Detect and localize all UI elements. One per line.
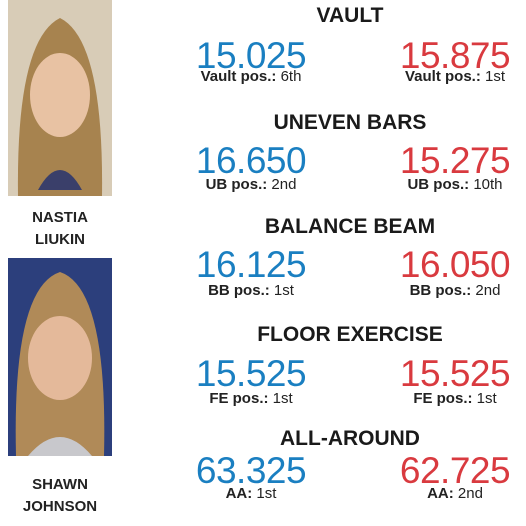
position-value: 1st	[477, 390, 497, 407]
position-value: 1st	[485, 68, 505, 85]
score: 16.050	[370, 247, 526, 283]
photo-liukin	[8, 0, 112, 196]
score: 62.725	[370, 453, 526, 489]
position-value: 2nd	[271, 176, 296, 193]
event-title: BALANCE BEAM	[180, 215, 520, 239]
position-label: BB pos.:	[208, 282, 270, 299]
score: 15.525	[370, 356, 526, 392]
position-value: 6th	[281, 68, 302, 85]
name-line: JOHNSON	[0, 496, 120, 518]
position-label: UB pos.:	[407, 176, 469, 193]
position-label: UB pos.:	[206, 176, 268, 193]
position-label: AA:	[226, 485, 253, 502]
name-line: NASTIA	[0, 207, 120, 229]
score: 16.650	[166, 143, 336, 179]
score: 15.275	[370, 143, 526, 179]
position-label: FE pos.:	[413, 390, 472, 407]
position-label: Vault pos.:	[201, 68, 277, 85]
name-line: SHAWN	[0, 474, 120, 496]
score: 63.325	[166, 453, 336, 489]
athlete-name: SHAWN JOHNSON	[0, 474, 120, 518]
position-label: Vault pos.:	[405, 68, 481, 85]
athlete-name: NASTIA LIUKIN	[0, 207, 120, 251]
position: Vault pos.: 1st	[370, 68, 526, 85]
position-label: BB pos.:	[410, 282, 472, 299]
position: UB pos.: 2nd	[166, 176, 336, 193]
position-value: 2nd	[475, 282, 500, 299]
position-label: AA:	[427, 485, 454, 502]
position-value: 1st	[256, 485, 276, 502]
event-title: FLOOR EXERCISE	[180, 323, 520, 347]
position: FE pos.: 1st	[370, 390, 526, 407]
position: BB pos.: 2nd	[370, 282, 526, 299]
name-line: LIUKIN	[0, 229, 120, 251]
position: AA: 2nd	[370, 485, 526, 502]
event-title: UNEVEN BARS	[180, 111, 520, 135]
photo-johnson	[8, 258, 112, 456]
score: 16.125	[166, 247, 336, 283]
infographic: NASTIA LIUKIN SHAWN JOHNSON VAULT15.025V…	[0, 0, 526, 526]
position-value: 2nd	[458, 485, 483, 502]
position: Vault pos.: 6th	[166, 68, 336, 85]
position: FE pos.: 1st	[166, 390, 336, 407]
position: AA: 1st	[166, 485, 336, 502]
score: 15.525	[166, 356, 336, 392]
position: BB pos.: 1st	[166, 282, 336, 299]
position-value: 1st	[274, 282, 294, 299]
position-label: FE pos.:	[209, 390, 268, 407]
position-value: 1st	[273, 390, 293, 407]
position-value: 10th	[473, 176, 502, 193]
position: UB pos.: 10th	[370, 176, 526, 193]
event-title: VAULT	[180, 4, 520, 28]
event-title: ALL-AROUND	[180, 427, 520, 451]
